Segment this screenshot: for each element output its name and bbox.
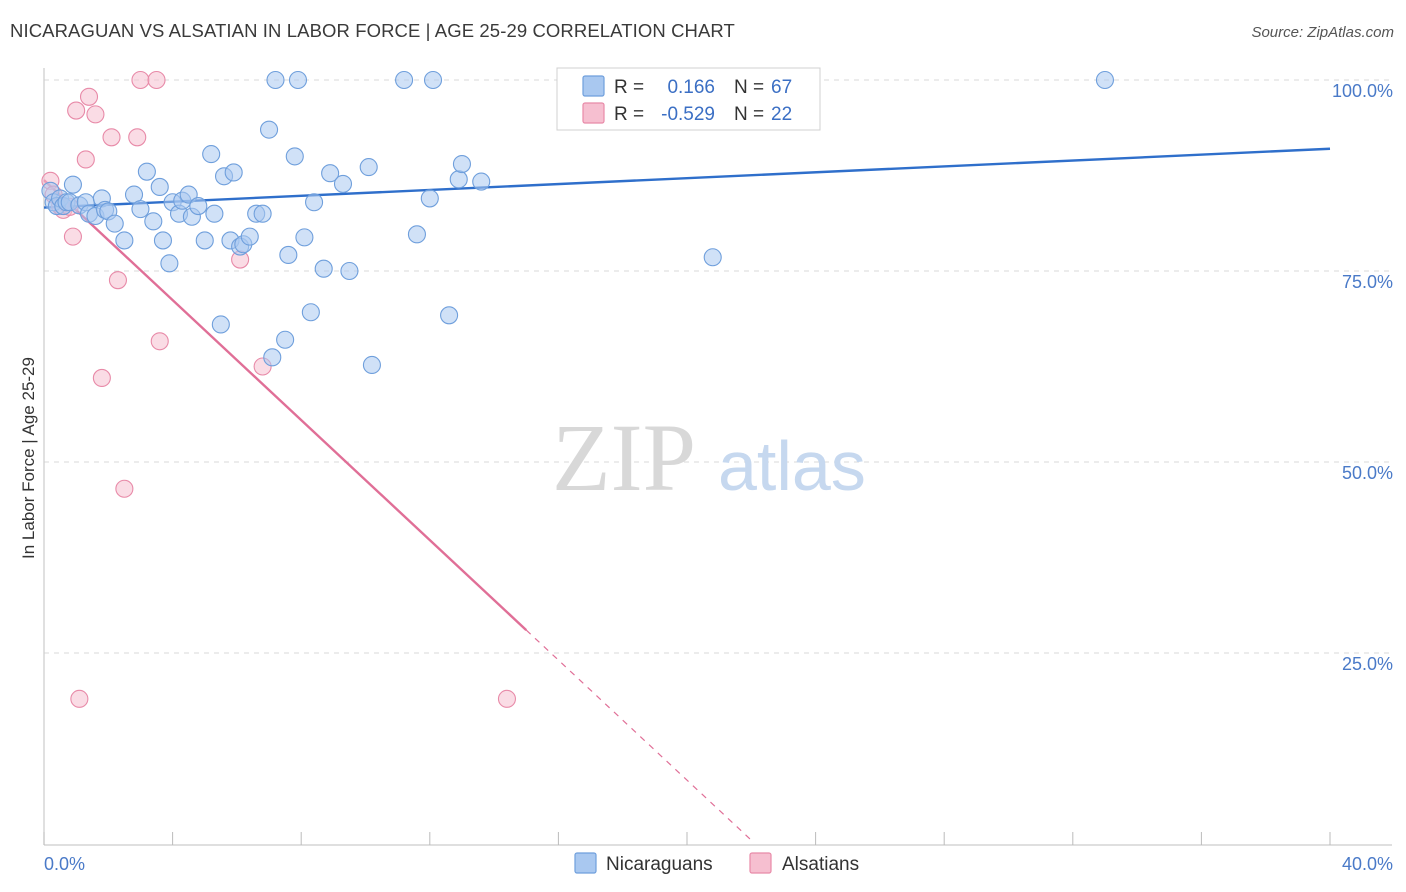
point-alsatian xyxy=(63,227,82,246)
point-alsatian xyxy=(108,271,127,290)
point-nicaraguan xyxy=(395,70,414,90)
point-alsatian xyxy=(115,479,134,498)
y-tick-label: 100.0% xyxy=(1332,81,1393,101)
point-alsatian xyxy=(70,689,89,708)
point-nicaraguan xyxy=(452,154,472,174)
point-nicaraguan xyxy=(359,158,378,177)
point-nicaraguan xyxy=(276,330,295,349)
y-tick-labels: 25.0% 50.0% 75.0% 100.0% xyxy=(1332,81,1393,674)
y-tick-label: 75.0% xyxy=(1342,272,1393,292)
point-nicaraguan xyxy=(321,164,340,183)
y-tick-label: 25.0% xyxy=(1342,654,1393,674)
point-nicaraguan xyxy=(449,170,468,189)
point-nicaraguan xyxy=(266,70,285,90)
point-nicaraguan xyxy=(202,145,221,164)
point-nicaraguan xyxy=(205,204,224,223)
point-nicaraguan xyxy=(407,225,426,244)
legend-top: R = 0.166 N = 67 R = -0.529 N = 22 xyxy=(556,67,821,131)
point-nicaraguan xyxy=(279,245,298,265)
trend-line-alsatians xyxy=(43,179,528,631)
point-nicaraguan xyxy=(131,200,150,219)
point-nicaraguan xyxy=(115,231,134,250)
trend-line-alsatians-extension xyxy=(525,629,752,841)
legend-r-value-blue: 0.166 xyxy=(667,77,715,98)
point-nicaraguan xyxy=(189,197,208,216)
axes xyxy=(43,68,1392,846)
x-tick-labels: 0.0% 40.0% xyxy=(44,854,1393,874)
point-nicaraguan xyxy=(137,162,156,181)
legend-n-label-blue: N = xyxy=(734,77,764,98)
legend-swatch-blue xyxy=(582,75,605,97)
point-nicaraguan xyxy=(144,212,163,231)
trend-lines xyxy=(43,147,1331,841)
legend-r-label-blue: R = xyxy=(614,77,644,98)
point-nicaraguan xyxy=(362,355,381,375)
point-nicaraguan xyxy=(423,70,443,90)
point-alsatian xyxy=(131,70,150,90)
legend-bottom-swatch-blue xyxy=(574,852,597,874)
legend-r-label-pink: R = xyxy=(614,104,644,125)
point-nicaraguan xyxy=(285,147,304,166)
point-nicaraguan xyxy=(105,214,124,233)
point-nicaraguan xyxy=(295,228,314,247)
legend-bottom-nicaraguans: Nicaraguans xyxy=(606,854,713,875)
legend-n-label-pink: N = xyxy=(734,104,764,125)
point-nicaraguan xyxy=(420,189,439,208)
point-nicaraguan xyxy=(288,70,308,90)
point-alsatian xyxy=(497,689,517,708)
point-alsatian xyxy=(128,128,147,147)
point-nicaraguan xyxy=(472,172,491,191)
point-alsatian xyxy=(67,101,86,120)
point-nicaraguan xyxy=(314,259,333,278)
point-alsatian xyxy=(86,105,105,124)
point-alsatian xyxy=(79,87,99,106)
legend-swatch-pink xyxy=(582,102,605,124)
point-alsatian xyxy=(102,128,121,147)
legend-r-value-pink: -0.529 xyxy=(661,104,715,125)
point-nicaraguan xyxy=(63,175,82,194)
point-nicaraguan xyxy=(1095,70,1114,90)
point-nicaraguan xyxy=(195,231,214,250)
x-tick-label: 40.0% xyxy=(1342,854,1393,874)
point-nicaraguan xyxy=(153,231,173,250)
trend-line-nicaraguans xyxy=(43,147,1331,209)
legend-n-value-blue: 67 xyxy=(771,77,792,98)
y-axis-label: In Labor Force | Age 25-29 xyxy=(19,357,38,559)
point-nicaraguan xyxy=(259,120,279,139)
point-nicaraguan xyxy=(253,204,272,223)
watermark-zip: ZIP xyxy=(552,404,696,511)
source-label: Source: ZipAtlas.com xyxy=(1251,24,1394,41)
point-nicaraguan xyxy=(224,163,243,182)
point-nicaraguan xyxy=(160,254,179,273)
nicaraguans-points xyxy=(41,70,1114,375)
alsatians-points xyxy=(41,70,517,708)
point-nicaraguan xyxy=(440,306,459,325)
x-tick-label: 0.0% xyxy=(44,854,85,874)
legend-bottom-alsatians: Alsatians xyxy=(782,854,859,875)
point-nicaraguan xyxy=(301,303,320,322)
chart-title: NICARAGUAN VS ALSATIAN IN LABOR FORCE | … xyxy=(10,20,735,41)
point-nicaraguan xyxy=(333,174,353,193)
point-nicaraguan xyxy=(150,177,169,197)
legend-bottom: Nicaraguans Alsatians xyxy=(574,852,859,875)
point-nicaraguan xyxy=(211,315,230,334)
legend-bottom-swatch-pink xyxy=(749,852,772,874)
point-alsatian xyxy=(92,368,111,388)
point-alsatian xyxy=(150,332,169,351)
point-nicaraguan xyxy=(240,227,259,246)
legend-n-value-pink: 22 xyxy=(771,104,792,125)
point-alsatian xyxy=(147,70,166,90)
point-nicaraguan xyxy=(305,193,324,212)
y-tick-label: 50.0% xyxy=(1342,463,1393,483)
grid-lines xyxy=(44,79,1392,654)
watermark-atlas: atlas xyxy=(718,427,866,505)
point-nicaraguan xyxy=(263,348,282,367)
point-nicaraguan xyxy=(340,261,359,281)
point-alsatian xyxy=(76,150,95,169)
point-nicaraguan xyxy=(703,248,722,267)
